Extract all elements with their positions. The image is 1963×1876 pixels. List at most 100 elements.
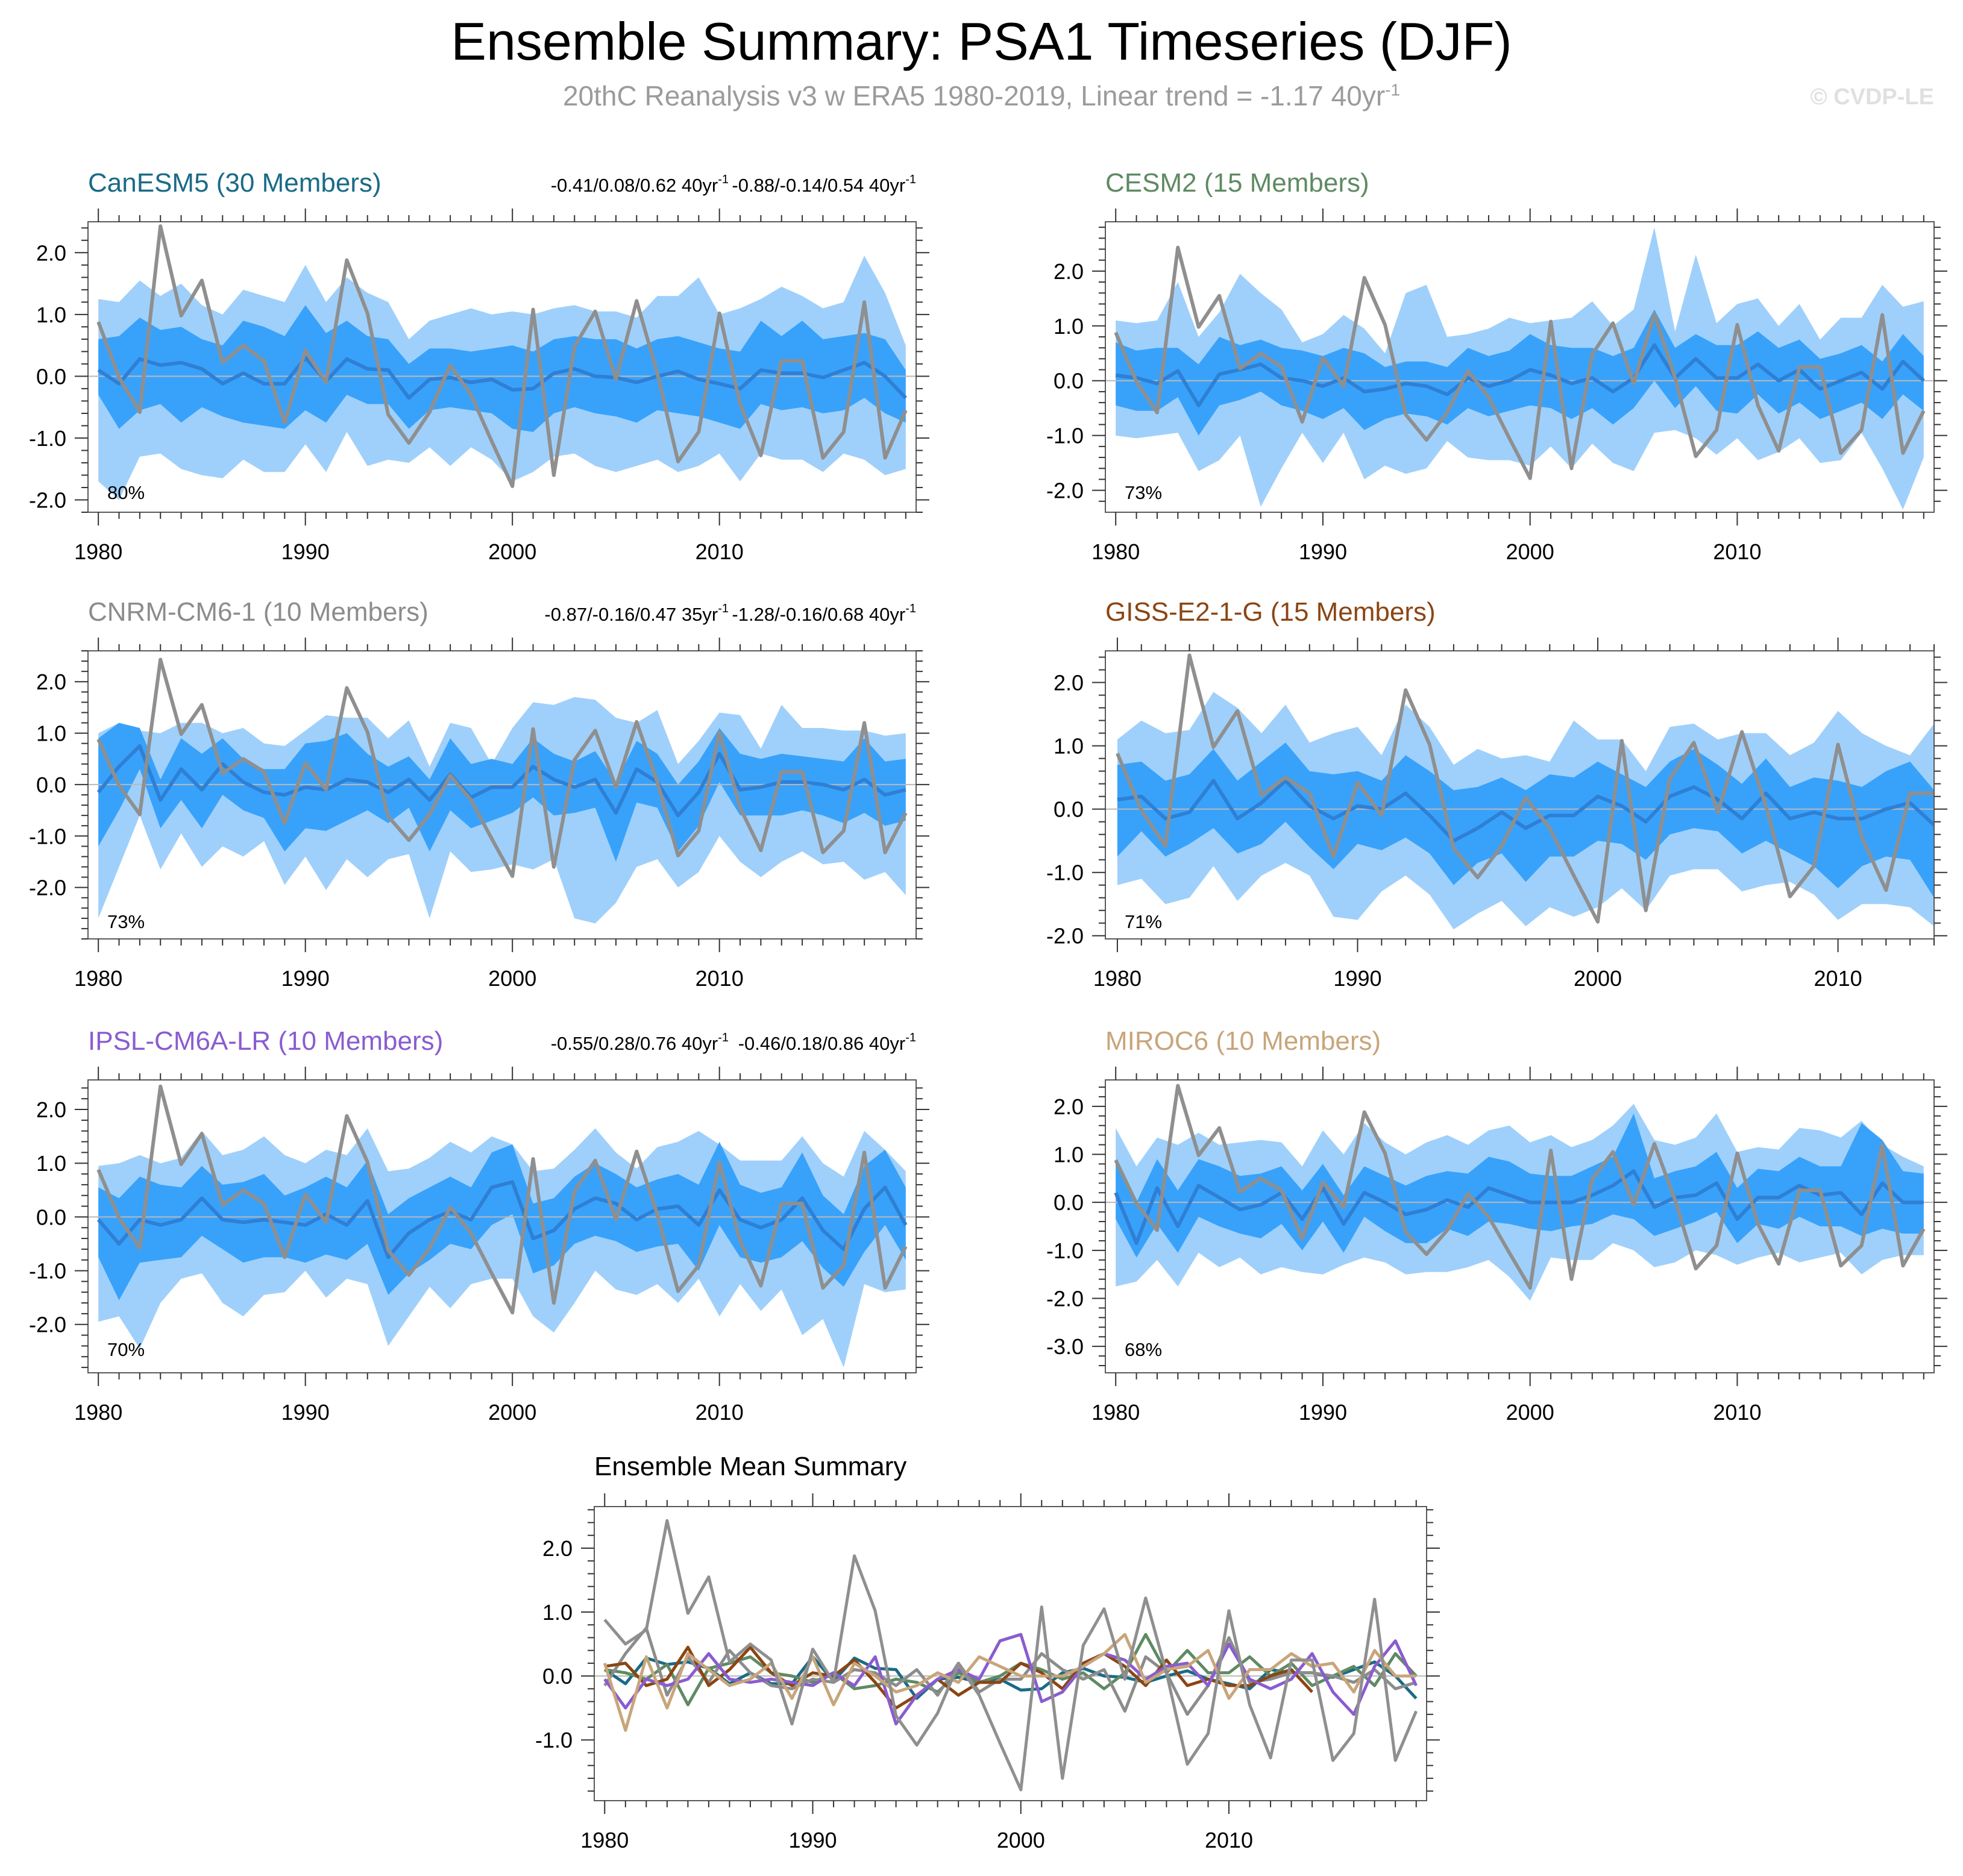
panel-percent-label: 70%	[107, 1339, 145, 1360]
y-tick-label: -2.0	[1046, 478, 1084, 503]
x-tick-label: 2000	[488, 966, 536, 991]
y-tick-label: 2.0	[1054, 259, 1084, 284]
panel-title: GISS-E2-1-G (15 Members)	[1105, 597, 1436, 627]
plot-frame	[1105, 650, 1935, 940]
plot-frame	[87, 1079, 917, 1373]
y-tick-label: 0.0	[36, 1205, 66, 1229]
panel-percent-label: 68%	[1125, 1339, 1162, 1360]
y-tick-label: 0.0	[36, 364, 66, 389]
x-tick-label: 1980	[1091, 539, 1140, 564]
x-tick-label: 2010	[696, 1400, 744, 1425]
panel-title: CanESM5 (30 Members)	[88, 168, 382, 198]
plot-frame	[1105, 1079, 1935, 1373]
plot-frame	[594, 1506, 1427, 1801]
plot-area	[88, 224, 916, 500]
x-tick-label: 1980	[74, 1400, 122, 1425]
inner-percentile-band	[98, 723, 906, 862]
y-tick-label: 1.0	[1054, 1142, 1084, 1167]
x-tick-label: 2010	[696, 539, 744, 564]
y-tick-label: 1.0	[36, 303, 66, 327]
ensemble-mean-line	[1117, 779, 1934, 843]
series-line-observed	[603, 1519, 1418, 1792]
panel-title: CNRM-CM6-1 (10 Members)	[88, 597, 429, 627]
series-line-cnrm-cm6-1	[603, 1627, 1417, 1716]
y-tick-label: -2.0	[29, 488, 66, 512]
y-tick-label: 0.0	[36, 773, 66, 797]
plot-frame	[87, 221, 917, 513]
x-tick-label: 2010	[696, 966, 744, 991]
observed-line	[96, 1084, 908, 1315]
y-tick-label: -1.0	[535, 1728, 573, 1752]
x-tick-label: 1990	[281, 539, 330, 564]
ensemble-mean-line	[97, 356, 907, 400]
panel-title: MIROC6 (10 Members)	[1105, 1026, 1381, 1056]
ensemble-mean-line	[1114, 1169, 1924, 1245]
trend-text: -0.88/-0.14/0.54 40yr	[732, 175, 905, 196]
x-tick-label: 2000	[1506, 1400, 1554, 1425]
y-tick-label: 0.0	[1054, 797, 1084, 822]
x-tick-label: 2000	[1574, 966, 1622, 991]
x-tick-label: 1990	[281, 966, 330, 991]
x-tick-label: 1980	[580, 1828, 629, 1852]
x-tick-label: 1980	[74, 539, 122, 564]
x-tick-label: 1990	[1299, 539, 1347, 564]
trend-superscript: -1	[718, 173, 729, 186]
inner-percentile-band	[1117, 742, 1934, 898]
x-tick-label: 2010	[1205, 1828, 1253, 1852]
plot-frame	[1105, 221, 1935, 513]
trend-text: -0.87/-0.16/0.47 35yr	[544, 604, 718, 625]
panel-trend-label: -0.88/-0.14/0.54 40yr-1	[732, 173, 916, 196]
panel-trend-label: -0.41/0.08/0.62 40yr-1	[551, 173, 729, 196]
x-tick-label: 1980	[1091, 1400, 1140, 1425]
plot-area	[1105, 1084, 1934, 1301]
subtitle-superscript: -1	[1385, 80, 1401, 99]
observed-line	[1114, 1084, 1926, 1290]
plot-area	[88, 657, 916, 924]
y-tick-label: 1.0	[542, 1600, 573, 1625]
y-tick-label: -2.0	[1046, 1287, 1084, 1311]
panel-trend-label: -0.87/-0.16/0.47 35yr-1	[544, 602, 729, 625]
panel-percent-label: 73%	[1125, 482, 1162, 503]
observed-line	[96, 657, 908, 878]
figure-subtitle: 20thC Reanalysis v3 w ERA5 1980-2019, Li…	[0, 80, 1963, 112]
x-tick-label: 1990	[281, 1400, 330, 1425]
y-tick-label: 0.0	[542, 1664, 573, 1689]
chart-panel-1: 1980 1990 2000 2010 2.0 1.0 0.0 -1.0 -2.0 CanESM5…	[29, 168, 929, 564]
panel-trend-label: -0.55/0.28/0.76 40yr-1	[551, 1031, 729, 1054]
y-tick-label: -3.0	[1046, 1334, 1084, 1359]
y-tick-label: -2.0	[1046, 924, 1084, 949]
trend-superscript: -1	[718, 1031, 729, 1044]
y-tick-label: -2.0	[29, 1313, 66, 1337]
figure-title: Ensemble Summary: PSA1 Timeseries (DJF)	[451, 11, 1512, 71]
y-tick-label: 0.0	[1054, 1190, 1084, 1215]
chart-panel-3: 1980 1990 2000 2010 2.0 1.0 0.0 -1.0 -2.0 CNRM-CM…	[29, 597, 929, 991]
x-tick-label: 1990	[788, 1828, 837, 1852]
plot-area	[88, 1084, 916, 1368]
trend-text: -0.55/0.28/0.76 40yr	[551, 1033, 718, 1054]
y-tick-label: -1.0	[1046, 861, 1084, 885]
y-tick-label: -1.0	[1046, 1238, 1084, 1263]
trend-text: -0.41/0.08/0.62 40yr	[551, 175, 718, 196]
y-tick-label: 2.0	[1054, 671, 1084, 695]
y-tick-label: -1.0	[29, 1259, 66, 1284]
y-tick-label: -1.0	[1046, 424, 1084, 448]
x-tick-label: 1990	[1333, 966, 1381, 991]
x-tick-label: 2000	[488, 1400, 536, 1425]
y-tick-label: 1.0	[36, 1151, 66, 1176]
y-tick-label: 1.0	[1054, 734, 1084, 759]
trend-text: -0.46/0.18/0.86 40yr	[738, 1033, 905, 1054]
trend-text: -1.28/-0.16/0.68 40yr	[732, 604, 905, 625]
x-tick-label: 1990	[1299, 1400, 1347, 1425]
inner-percentile-band	[98, 1141, 906, 1300]
panel-percent-label: 73%	[107, 911, 145, 932]
inner-percentile-band	[1116, 1113, 1924, 1258]
y-tick-label: -1.0	[29, 426, 66, 451]
x-tick-label: 2010	[1814, 966, 1862, 991]
series-line-ipsl-cm6a-lr	[603, 1633, 1418, 1726]
panel-title: IPSL-CM6A-LR (10 Members)	[88, 1026, 443, 1056]
x-tick-label: 1980	[1093, 966, 1142, 991]
observed-line	[1114, 245, 1926, 480]
x-tick-label: 2000	[997, 1828, 1045, 1852]
x-tick-label: 2000	[488, 539, 536, 564]
